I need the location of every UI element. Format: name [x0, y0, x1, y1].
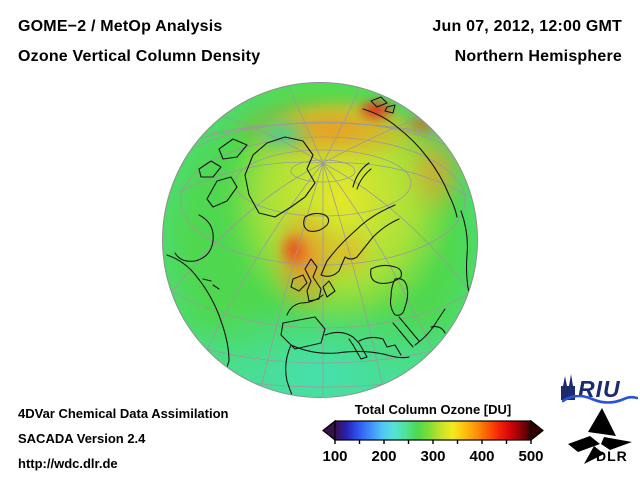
dlr-logo-text: DLR	[596, 448, 628, 464]
tick-label-400: 400	[469, 448, 495, 465]
instrument-title: GOME−2 / MetOp Analysis	[18, 18, 223, 35]
ozone-siberia-orange-region	[403, 123, 469, 219]
footer-credits: 4DVar Chemical Data Assimilation SACADA …	[18, 401, 229, 476]
colorbar-title: Total Column Ozone [DU]	[354, 402, 512, 417]
colorbar-scale	[322, 420, 544, 444]
ozone-arctic-red-maximum	[353, 95, 399, 125]
riu-wave-icon	[562, 395, 638, 404]
tick-label-100: 100	[322, 448, 348, 465]
dlr-emblem-icon	[568, 408, 632, 464]
tick-label-200: 200	[371, 448, 397, 465]
region-label: Northern Hemisphere	[454, 48, 622, 65]
assimilation-label: 4DVar Chemical Data Assimilation	[18, 406, 229, 421]
header-right: Jun 07, 2012, 12:00 GMT Northern Hemisph…	[432, 12, 622, 72]
colorbar-gradient-bar	[334, 420, 532, 441]
header-left: GOME−2 / MetOp Analysis Ozone Vertical C…	[18, 12, 260, 72]
tick-label-500: 500	[518, 448, 544, 465]
colorbar-tick-labels: 100 200 300 400 500	[322, 448, 544, 465]
hemisphere-globe-map	[162, 82, 478, 398]
riu-logo: RIU	[560, 373, 638, 405]
ozone-scandinavia-orange-patch	[321, 223, 375, 281]
colorbar-left-arrow	[322, 420, 336, 442]
datetime-label: Jun 07, 2012, 12:00 GMT	[432, 18, 622, 35]
version-label: SACADA Version 2.4	[18, 431, 146, 446]
colorbar: Total Column Ozone [DU]	[322, 402, 544, 465]
coastlines	[166, 96, 475, 397]
wdc-url-link[interactable]: http://wdc.dlr.de	[18, 456, 118, 471]
riu-logo-text: RIU	[578, 376, 621, 402]
product-title: Ozone Vertical Column Density	[18, 48, 261, 65]
globe-grid-coastlines	[164, 86, 477, 397]
riu-cathedral-icon	[561, 374, 575, 400]
graticule-meridians	[170, 86, 474, 397]
tick-label-300: 300	[420, 448, 446, 465]
colorbar-right-arrow	[530, 420, 544, 442]
dlr-logo: DLR	[568, 406, 634, 468]
